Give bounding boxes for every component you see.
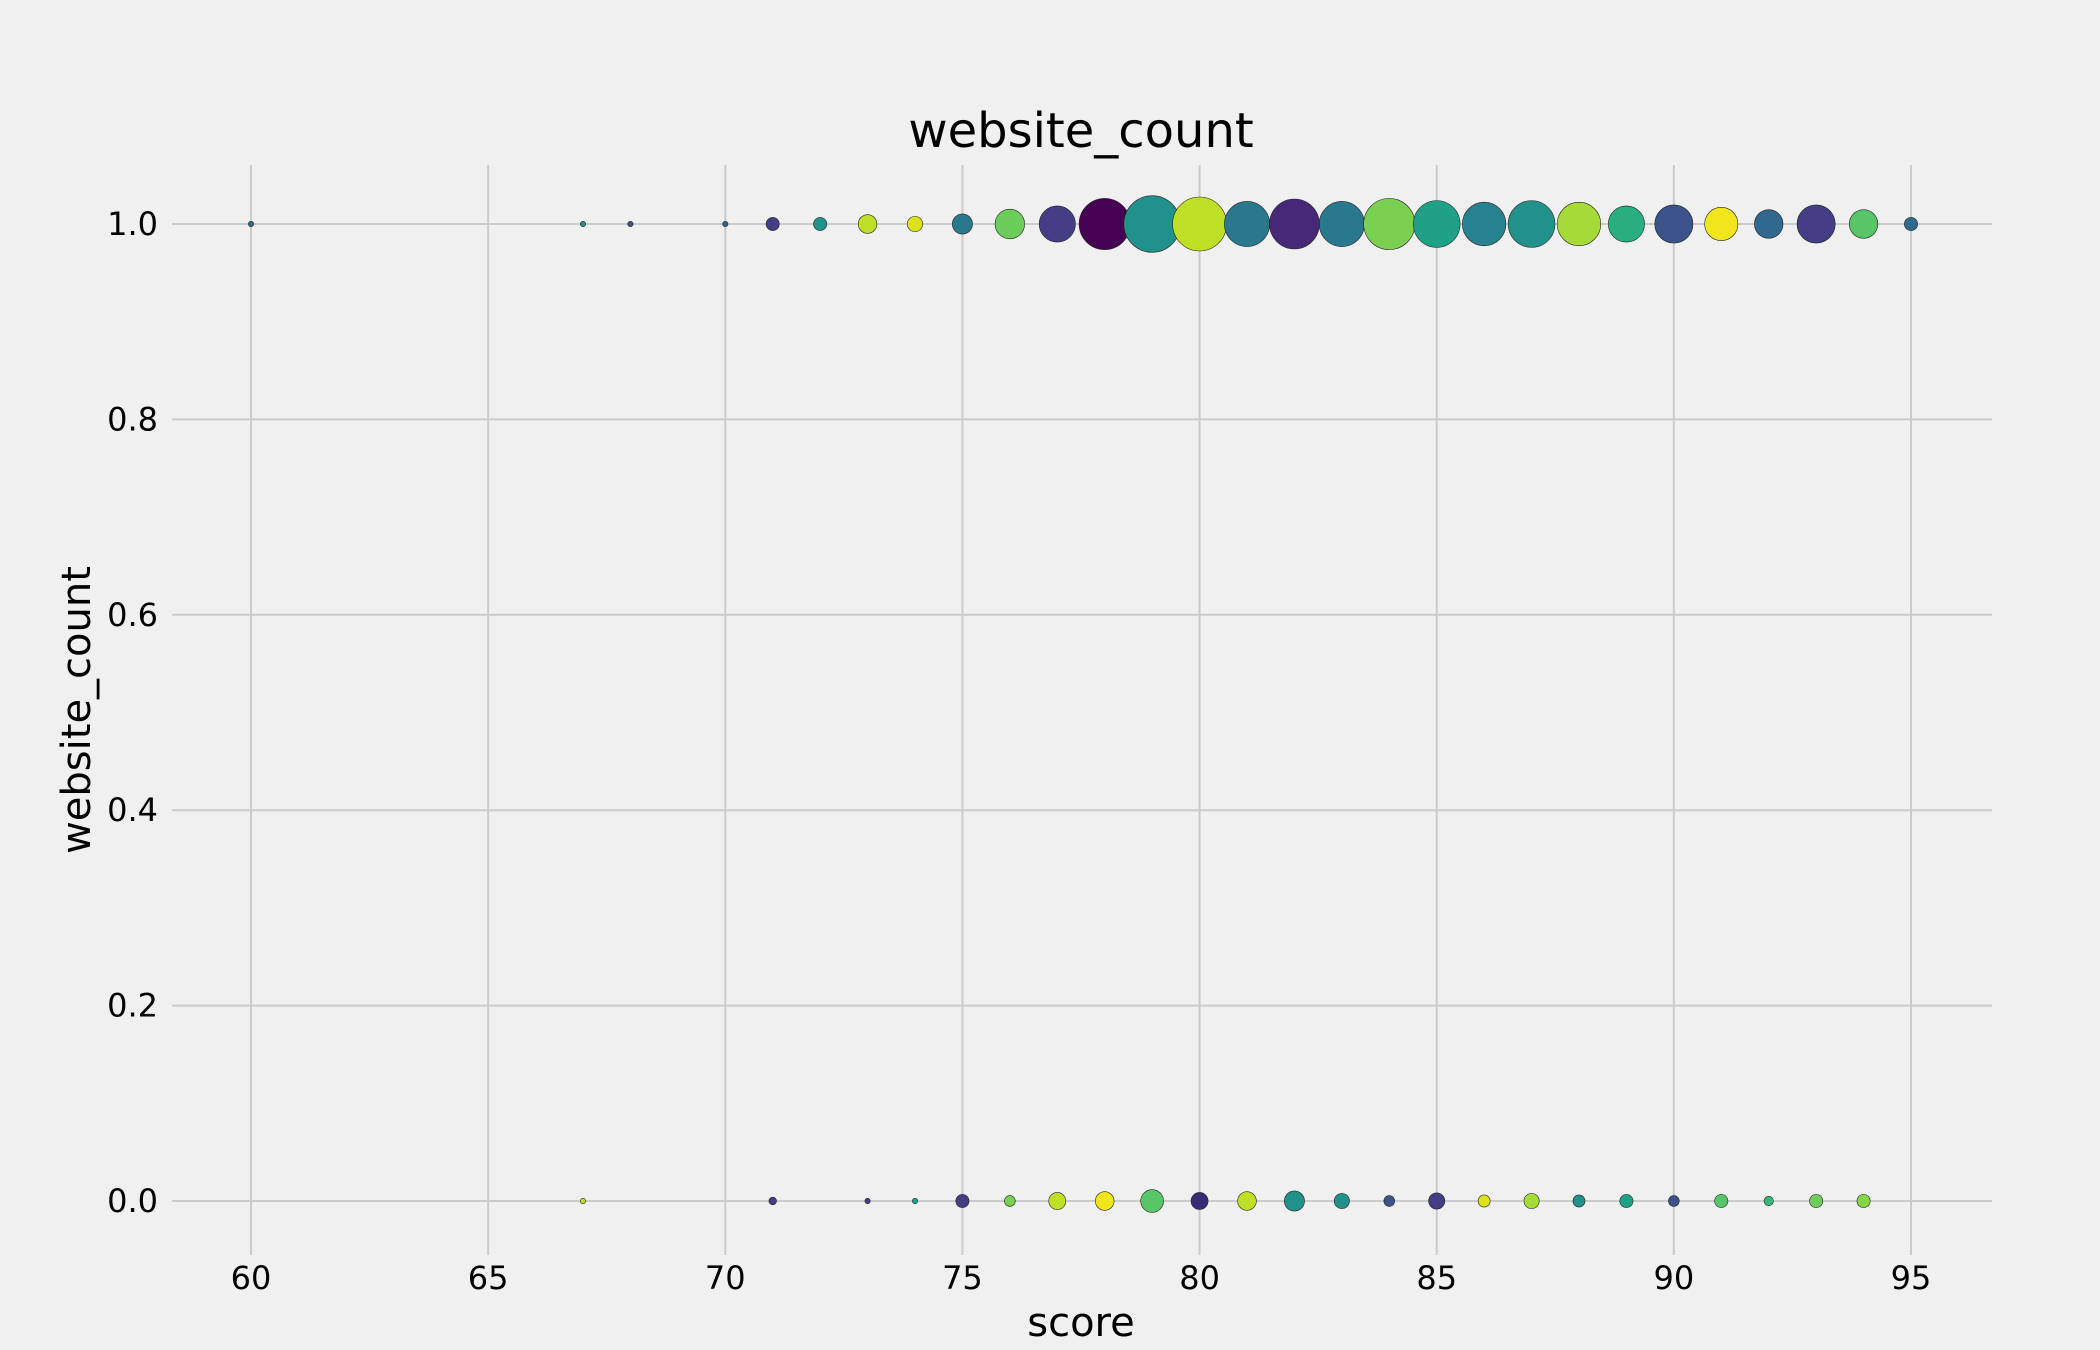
scatter-point xyxy=(1572,1194,1586,1208)
scatter-point xyxy=(857,214,878,234)
scatter-point xyxy=(765,217,780,231)
scatter-point xyxy=(1269,198,1320,250)
scatter-point xyxy=(722,221,729,228)
scatter-point xyxy=(1004,1195,1016,1207)
scatter-point xyxy=(1754,209,1784,239)
scatter-point xyxy=(1848,209,1879,239)
scatter-point xyxy=(768,1196,777,1206)
scatter-point xyxy=(1714,1194,1729,1208)
scatter-point xyxy=(1333,1193,1350,1209)
scatter-point xyxy=(1904,217,1918,231)
scatter-point xyxy=(1507,200,1556,248)
scatter-point xyxy=(1095,1191,1115,1211)
y-tick-label: 1.0 xyxy=(107,205,158,243)
points-layer xyxy=(248,195,1918,1213)
scatter-point xyxy=(627,221,634,228)
scatter-point xyxy=(248,221,255,228)
scatter-point xyxy=(1123,195,1181,253)
y-tick-label: 0.0 xyxy=(107,1182,158,1220)
scatter-point xyxy=(1462,201,1507,247)
scatter-point xyxy=(1809,1194,1824,1208)
scatter-point xyxy=(1172,196,1227,252)
scatter-point xyxy=(864,1198,871,1205)
ticks-layer: 60 65 70 75 80 85 90 95 0.0 0.2 0.4 0.6 0.8 1.0 xyxy=(107,205,1931,1297)
scatter-point xyxy=(1363,198,1416,250)
x-tick-label: 90 xyxy=(1653,1259,1694,1297)
scatter-point xyxy=(1413,200,1461,248)
y-axis-label: website_count xyxy=(54,566,100,854)
x-tick-label: 65 xyxy=(468,1259,509,1297)
scatter-point xyxy=(952,213,973,235)
x-tick-label: 85 xyxy=(1416,1259,1457,1297)
x-tick-label: 80 xyxy=(1179,1259,1220,1297)
scatter-point xyxy=(579,221,586,228)
scatter-point xyxy=(1038,205,1076,243)
chart-title: website_count xyxy=(908,103,1253,159)
x-tick-label: 70 xyxy=(705,1259,746,1297)
scatter-point xyxy=(1383,1195,1395,1207)
scatter-point xyxy=(813,217,828,231)
scatter-point xyxy=(1237,1191,1257,1211)
scatter-point xyxy=(907,216,923,232)
y-tick-label: 0.8 xyxy=(107,400,158,438)
scatter-point xyxy=(1048,1192,1067,1210)
scatter-point xyxy=(1523,1193,1540,1209)
scatter-point xyxy=(1477,1194,1491,1208)
scatter-point xyxy=(1428,1192,1446,1210)
scatter-point xyxy=(1668,1195,1680,1207)
scatter-point xyxy=(1140,1189,1164,1213)
scatter-point xyxy=(911,1198,918,1205)
grid-layer xyxy=(172,165,1992,1255)
scatter-point xyxy=(579,1198,586,1205)
scatter-point xyxy=(1556,201,1602,247)
scatter-point xyxy=(955,1194,970,1208)
x-axis-label: score xyxy=(1027,1300,1134,1346)
scatter-point xyxy=(1654,204,1694,244)
y-tick-label: 0.2 xyxy=(107,987,158,1025)
scatter-point xyxy=(1190,1192,1209,1210)
scatter-point xyxy=(1284,1190,1305,1212)
x-tick-label: 60 xyxy=(231,1259,272,1297)
scatter-point xyxy=(994,208,1025,240)
scatter-point xyxy=(1619,1194,1634,1208)
x-tick-label: 95 xyxy=(1891,1259,1932,1297)
scatter-point xyxy=(1608,205,1645,243)
x-tick-label: 75 xyxy=(942,1259,983,1297)
y-tick-label: 0.4 xyxy=(107,791,158,829)
y-tick-label: 0.6 xyxy=(107,596,158,634)
scatter-point xyxy=(1763,1196,1774,1206)
scatter-point xyxy=(1318,201,1365,247)
scatter-point xyxy=(1796,204,1836,244)
scatter-point xyxy=(1078,198,1131,250)
scatter-point xyxy=(1704,207,1739,241)
scatter-point xyxy=(1856,1194,1871,1208)
scatter-point xyxy=(1224,201,1270,247)
